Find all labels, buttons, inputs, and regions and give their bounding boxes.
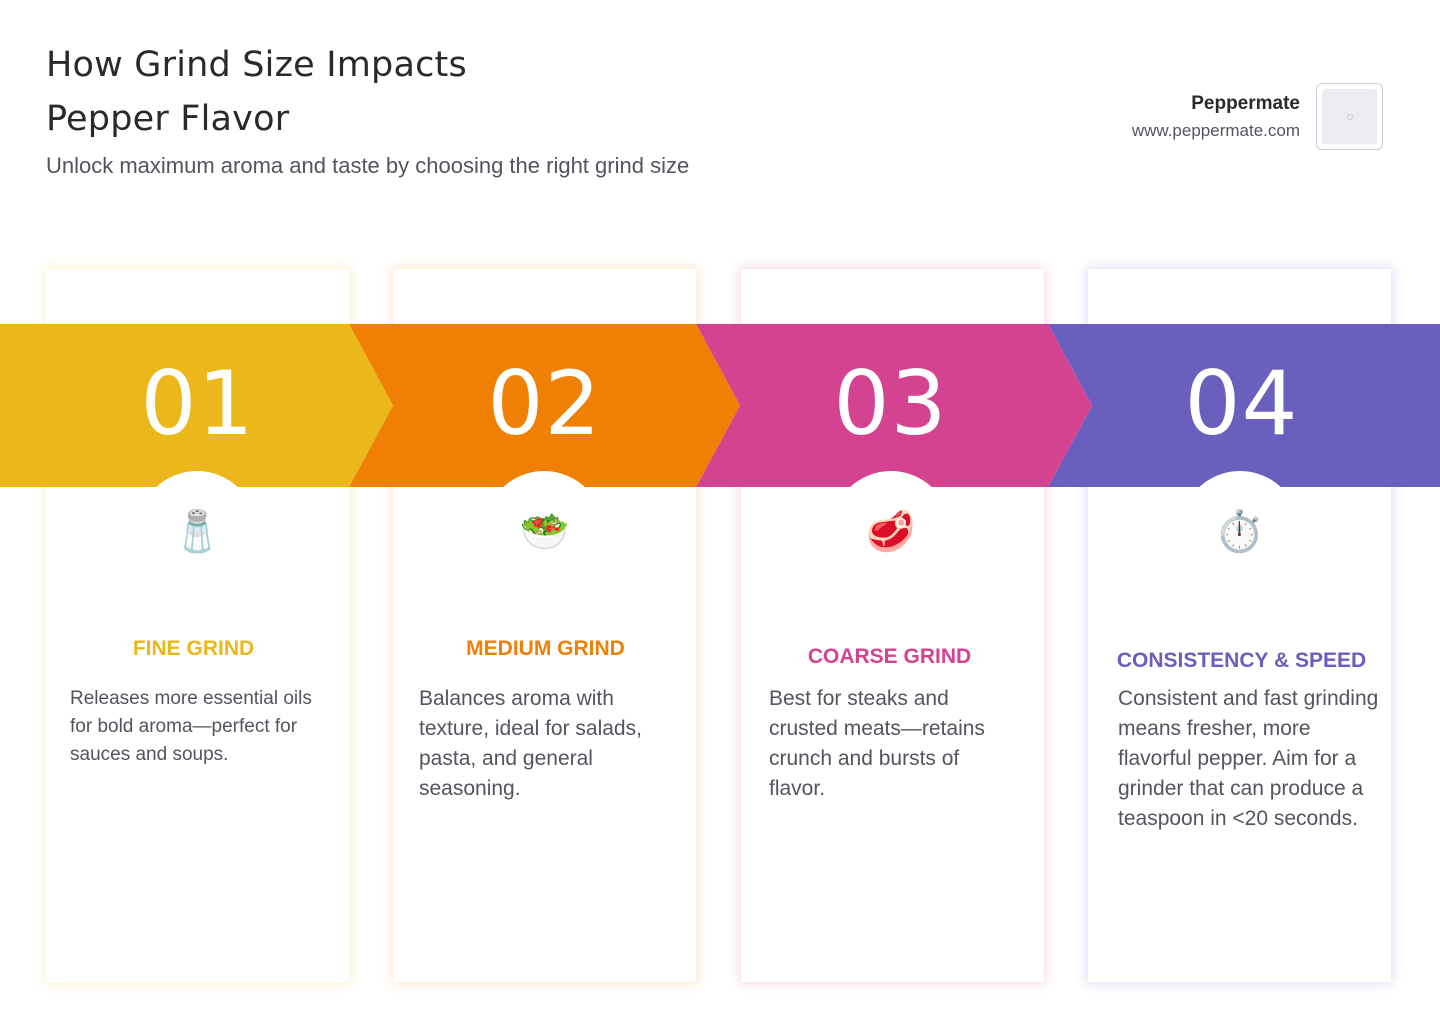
brand-block: Peppermate www.peppermate.com [1132,92,1300,144]
brand-url[interactable]: www.peppermate.com [1131,121,1300,140]
step-heading-2: MEDIUM GRIND [466,637,625,660]
step-description-3: Best for steaks and crusted meats—retain… [769,687,985,800]
logo-dot [1346,113,1353,120]
stopwatch-icon: ⏱️ [1214,510,1265,554]
step-arrow-band [0,324,1440,487]
step-description-1: Releases more essential oils for bold ar… [70,688,312,765]
arrow-segment-2 [349,324,740,487]
salad-icon: 🥗 [519,510,570,554]
salt-shaker-icon: 🧂 [172,510,223,554]
logo-inner [1322,89,1377,144]
brand-name: Peppermate [1191,93,1300,114]
step-number-3: 03 [833,352,948,455]
arrow-segment-4 [1048,324,1440,487]
arrow-segment-1 [0,324,393,487]
step-number-4: 04 [1184,352,1299,455]
logo-placeholder-icon [1316,83,1383,150]
arrow-segment-3 [696,324,1092,487]
page-title: How Grind Size Impacts Pepper Flavor [46,38,606,146]
step-heading-1: FINE GRIND [132,637,255,660]
steak-icon: 🥩 [865,510,916,554]
page-subtitle: Unlock maximum aroma and taste by choosi… [46,153,690,178]
step-description-2: Balances aroma with texture, ideal for s… [419,687,642,800]
step-number-1: 01 [140,352,255,455]
step-heading-4: CONSISTENCY & SPEED [1116,649,1367,672]
step-description-4: Consistent and fast grinding means fresh… [1118,687,1379,830]
step-number-2: 02 [487,352,602,455]
title-line-2: Pepper Flavor [46,99,290,139]
title-line-1: How Grind Size Impacts [46,45,467,85]
step-heading-3: COARSE GRIND [807,645,972,668]
